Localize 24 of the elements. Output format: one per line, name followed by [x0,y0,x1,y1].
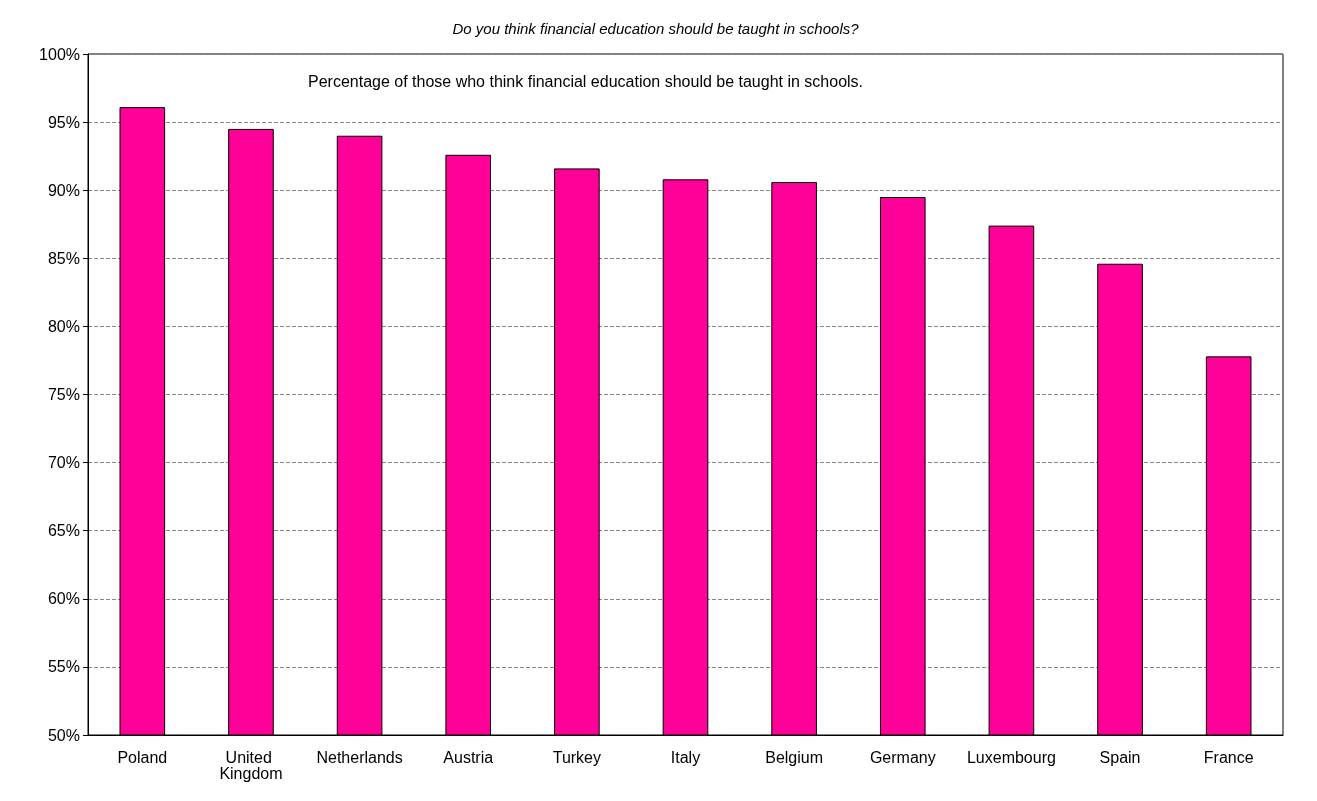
y-tick-label: 95% [47,113,80,131]
x-tick-label: Spain [1099,748,1141,766]
y-tick-label: 55% [47,658,80,676]
x-tick-label: Turkey [552,748,602,766]
x-tick-label: Poland [117,748,168,766]
annotation: Percentage of those who think financial education should be taught in schools. [308,72,864,90]
x-tick-label: Italy [670,748,701,766]
x-tick-label: Germany [869,748,936,766]
chart-title: Do you think financial education should be taught in schools? [452,20,860,37]
y-tick-label: 80% [47,317,80,335]
y-tick-label: 75% [47,386,80,403]
y-tick-label: 85% [47,249,80,267]
y-tick-label: 50% [47,726,80,744]
x-tick-label: United Kingdom [219,748,283,782]
x-tick-label: Belgium [765,748,824,766]
x-tick-label: Luxembourg [966,748,1056,766]
y-tick-label: 70% [47,454,80,472]
y-tick-label: 60% [47,590,80,608]
y-tick-label: 65% [47,522,80,540]
y-tick-label: 100% [39,45,80,63]
x-tick-label: Austria [443,748,494,766]
x-tick-label: France [1203,748,1254,766]
x-tick-label: Netherlands [316,748,403,766]
y-tick-label: 90% [47,181,80,199]
